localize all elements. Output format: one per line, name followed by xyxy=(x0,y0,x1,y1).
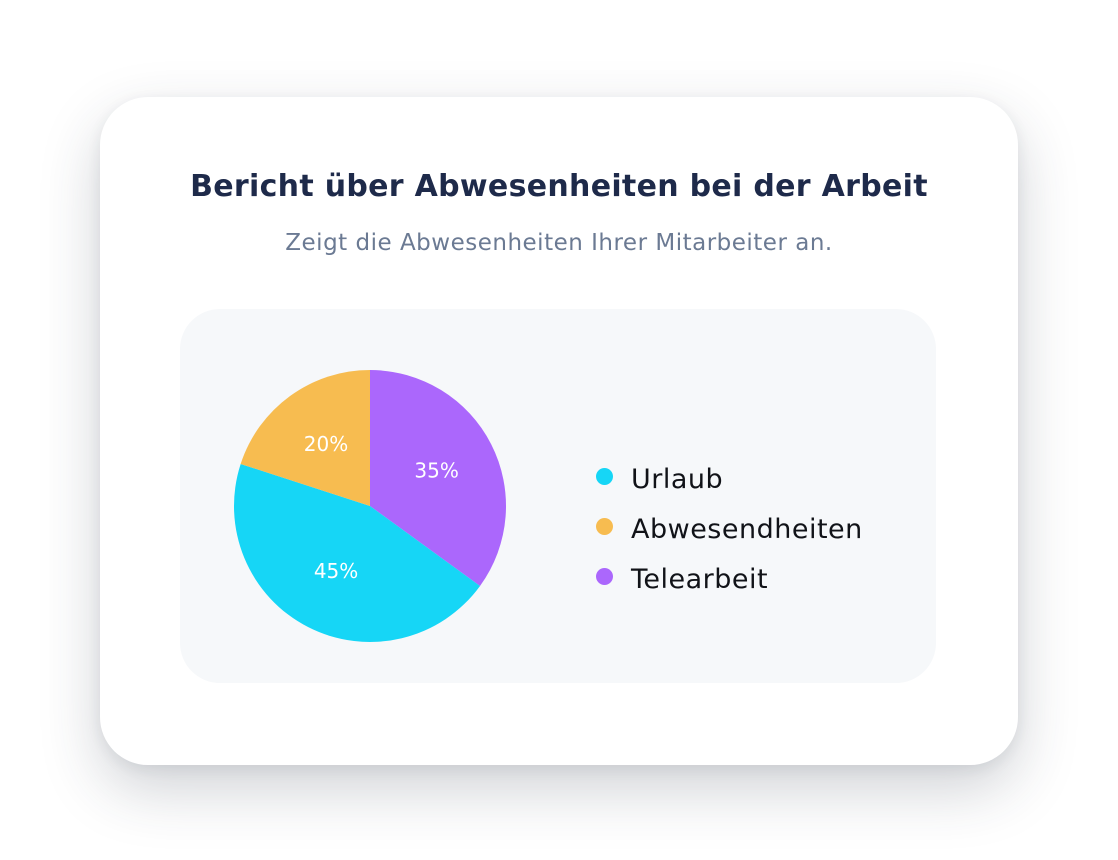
legend-dot-abwesendheiten xyxy=(596,517,613,535)
legend-label-abwesendheiten: Abwesendheiten xyxy=(631,513,863,545)
chart-legend: Urlaub Abwesendheiten Telearbeit xyxy=(596,454,863,604)
legend-item-telearbeit: Telearbeit xyxy=(596,554,863,604)
report-card: Bericht über Abwesenheiten bei der Arbei… xyxy=(100,97,1018,765)
legend-label-telearbeit: Telearbeit xyxy=(631,563,769,595)
pie-label-telearbeit: 35% xyxy=(414,459,458,483)
legend-dot-telearbeit xyxy=(596,567,613,585)
card-subtitle: Zeigt die Abwesenheiten Ihrer Mitarbeite… xyxy=(285,230,833,256)
legend-item-abwesendheiten: Abwesendheiten xyxy=(596,504,863,554)
pie-label-urlaub: 45% xyxy=(314,559,358,583)
card-title: Bericht über Abwesenheiten bei der Arbei… xyxy=(190,169,928,204)
pie-slice-urlaub xyxy=(233,463,481,642)
pie-label-abwesendheiten: 20% xyxy=(304,432,348,456)
pie-slice-abwesendheiten xyxy=(240,370,370,506)
pie-chart: 35% 45% 20% xyxy=(233,370,506,642)
pie-slice-telearbeit xyxy=(370,370,506,586)
legend-label-urlaub: Urlaub xyxy=(631,463,724,495)
chart-panel: 35% 45% 20% Urlaub Abwesendheiten Telearbeit xyxy=(180,309,936,683)
legend-item-urlaub: Urlaub xyxy=(596,454,863,504)
legend-dot-urlaub xyxy=(596,467,613,485)
